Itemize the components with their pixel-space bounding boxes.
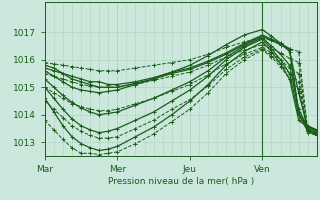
X-axis label: Pression niveau de la mer( hPa ): Pression niveau de la mer( hPa ) [108, 177, 254, 186]
